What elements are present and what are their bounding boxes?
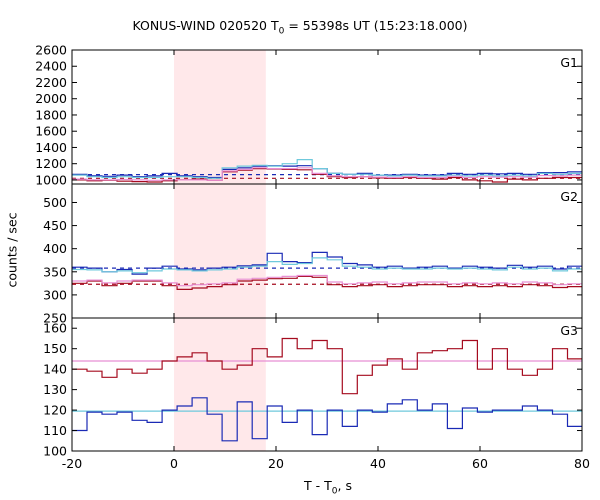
shaded-interval bbox=[174, 50, 266, 451]
y-tick-label: 110 bbox=[43, 423, 67, 438]
y-tick-label: 350 bbox=[43, 264, 67, 279]
panel-label-g3: G3 bbox=[560, 323, 578, 338]
y-tick-label: 150 bbox=[43, 341, 67, 356]
series-light_blue bbox=[72, 159, 582, 179]
y-tick-label: 140 bbox=[43, 362, 67, 377]
x-tick-label: 0 bbox=[170, 456, 178, 471]
y-tick-label: 130 bbox=[43, 382, 67, 397]
y-tick-label: 2400 bbox=[35, 59, 67, 74]
y-tick-label: 250 bbox=[43, 311, 67, 326]
y-tick-label: 120 bbox=[43, 403, 67, 418]
panel-frame bbox=[71, 183, 583, 319]
panel-g2: 250 300 350 400 450 500 G2 bbox=[43, 183, 583, 326]
series-pink bbox=[72, 274, 582, 287]
y-tick-label: 500 bbox=[43, 195, 67, 210]
x-tick-label: 20 bbox=[268, 456, 284, 471]
series-dark_blue bbox=[72, 251, 582, 275]
y-tick-label: 450 bbox=[43, 218, 67, 233]
panel-frame bbox=[71, 49, 583, 185]
y-tick-label: 2000 bbox=[35, 91, 67, 106]
panel-label-g1: G1 bbox=[560, 55, 578, 70]
chart-title: KONUS-WIND 020520 T0 = 55398s UT (15:23:… bbox=[132, 18, 468, 37]
series-light_blue bbox=[72, 257, 582, 274]
y-tick-label: 1400 bbox=[35, 140, 67, 155]
x-tick-label: 60 bbox=[472, 456, 488, 471]
y-tick-label: 1200 bbox=[35, 156, 67, 171]
x-axis-label: T - T0, s bbox=[304, 478, 352, 497]
y-tick-label: 2600 bbox=[35, 43, 67, 58]
x-tick-label: -20 bbox=[62, 456, 82, 471]
series-dark_blue bbox=[72, 397, 582, 442]
x-tick-label: 80 bbox=[574, 456, 590, 471]
y-tick-label: 1600 bbox=[35, 124, 67, 139]
y-tick-label: 160 bbox=[43, 321, 67, 336]
panel-label-g2: G2 bbox=[560, 189, 578, 204]
panel-g3: 100 110 120 130 140 150 160 G3 bbox=[43, 317, 583, 459]
panel-frame bbox=[71, 317, 583, 452]
y-tick-label: 1000 bbox=[35, 172, 67, 187]
series-dark_red bbox=[72, 337, 582, 395]
y-tick-label: 300 bbox=[43, 287, 67, 302]
y-tick-label: 1800 bbox=[35, 107, 67, 122]
x-tick-label: 40 bbox=[370, 456, 386, 471]
y-tick-label: 100 bbox=[43, 444, 67, 459]
series-pink bbox=[72, 167, 582, 181]
y-tick-label: 2200 bbox=[35, 75, 67, 90]
y-tick-label: 400 bbox=[43, 241, 67, 256]
